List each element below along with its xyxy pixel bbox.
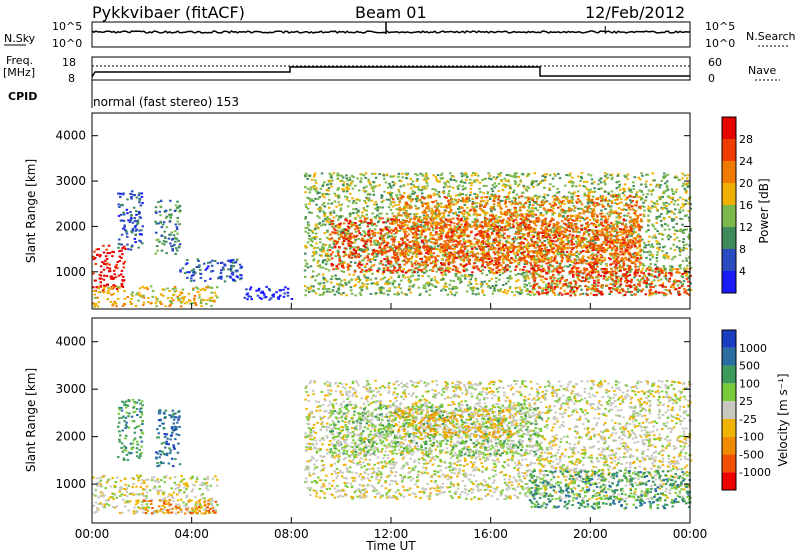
velocity-ytick-2: 3000 bbox=[55, 382, 86, 396]
power-colorbar-swatch bbox=[722, 161, 736, 183]
velocity-colorbar-tick: -1000 bbox=[739, 466, 771, 479]
cpid-label: CPID bbox=[8, 90, 37, 103]
nsearch-label: N.Search bbox=[746, 30, 796, 43]
xtick-5: 20:00 bbox=[573, 527, 608, 541]
power-colorbar-swatch bbox=[722, 227, 736, 249]
beam-label: Beam 01 bbox=[355, 3, 427, 22]
nsky-label: N.Sky bbox=[4, 32, 36, 45]
date-label: 12/Feb/2012 bbox=[585, 3, 685, 22]
power-ytick-0: 1000 bbox=[55, 265, 86, 279]
velocity-colorbar-tick: 25 bbox=[739, 395, 753, 408]
xtick-2: 08:00 bbox=[274, 527, 309, 541]
power-colorbar-swatch bbox=[722, 117, 736, 139]
power-colorbar-tick: 8 bbox=[739, 243, 746, 256]
power-colorbar: 28 24 20 16 12 8 4 bbox=[721, 116, 753, 294]
power-colorbar-swatch bbox=[722, 139, 736, 161]
nsky-trace bbox=[91, 22, 691, 34]
freq-label-line2: [MHz] bbox=[3, 66, 35, 79]
power-colorbar-swatch bbox=[722, 183, 736, 205]
velocity-colorbar-tick: 100 bbox=[739, 377, 760, 390]
velocity-colorbar-swatch bbox=[722, 472, 736, 490]
nsky-right-tick-bottom: 10^0 bbox=[705, 37, 735, 50]
freq-tick-bottom: 8 bbox=[68, 72, 75, 85]
power-colorbar-tick: 20 bbox=[739, 177, 753, 190]
velocity-colorbar-label: Velocity [m s⁻¹] bbox=[776, 373, 790, 466]
nsky-right-tick-top: 10^5 bbox=[705, 20, 735, 33]
power-colorbar-tick: 16 bbox=[739, 199, 753, 212]
nave-tick-bottom: 0 bbox=[708, 72, 715, 85]
xtick-1: 04:00 bbox=[174, 527, 209, 541]
velocity-colorbar: 1000 500 100 25 -25 -100 -500 -1000 bbox=[721, 329, 771, 491]
velocity-colorbar-tick: -25 bbox=[739, 413, 757, 426]
power-ylabel: Slant Range [km] bbox=[24, 159, 38, 263]
velocity-colorbar-swatch bbox=[722, 436, 736, 455]
power-ytick-3: 4000 bbox=[55, 129, 86, 143]
power-ytick-2: 3000 bbox=[55, 174, 86, 188]
velocity-colorbar-swatch bbox=[722, 418, 736, 437]
velocity-colorbar-tick: -100 bbox=[739, 431, 764, 444]
nsky-panel bbox=[91, 21, 691, 48]
velocity-colorbar-swatch bbox=[722, 347, 736, 366]
freq-label-line1: Freq. bbox=[6, 54, 33, 67]
velocity-ytick-1: 2000 bbox=[55, 430, 86, 444]
velocity-colorbar-swatch bbox=[722, 383, 736, 402]
xtick-6: 00:00 bbox=[673, 527, 708, 541]
velocity-ytick-0: 1000 bbox=[55, 477, 86, 491]
xtick-0: 00:00 bbox=[75, 527, 110, 541]
chart-title: Pykkvibaer (fitACF) bbox=[92, 3, 245, 22]
velocity-colorbar-tick: 500 bbox=[739, 360, 760, 373]
velocity-colorbar-tick: 1000 bbox=[739, 342, 767, 355]
nave-label: Nave bbox=[748, 64, 776, 77]
velocity-colorbar-swatch bbox=[722, 330, 736, 348]
power-colorbar-swatch bbox=[722, 249, 736, 271]
power-colorbar-tick: 4 bbox=[739, 265, 746, 278]
power-colorbar-label: Power [dB] bbox=[757, 178, 771, 243]
xaxis-label: Time UT bbox=[365, 539, 416, 553]
power-colorbar-tick: 24 bbox=[739, 155, 753, 168]
velocity-colorbar-swatch bbox=[722, 365, 736, 384]
power-colorbar-swatch bbox=[722, 205, 736, 227]
power-colorbar-tick: 12 bbox=[739, 221, 753, 234]
freq-trace bbox=[91, 66, 690, 78]
power-ytick-1: 2000 bbox=[55, 219, 86, 233]
cpid-text: normal (fast stereo) 153 bbox=[93, 95, 239, 109]
nave-tick-top: 60 bbox=[708, 56, 722, 69]
power-colorbar-tick: 28 bbox=[739, 133, 753, 146]
nsky-tick-bottom: 10^0 bbox=[52, 37, 82, 50]
power-heatmap bbox=[92, 172, 693, 308]
velocity-ylabel: Slant Range [km] bbox=[24, 368, 38, 472]
velocity-heatmap bbox=[92, 379, 693, 515]
velocity-colorbar-swatch bbox=[722, 454, 736, 473]
power-colorbar-swatch bbox=[722, 271, 736, 293]
velocity-colorbar-tick: -500 bbox=[739, 448, 764, 461]
velocity-colorbar-swatch bbox=[722, 401, 736, 419]
nsky-tick-top: 10^5 bbox=[52, 20, 82, 33]
velocity-ytick-3: 4000 bbox=[55, 335, 86, 349]
freq-panel bbox=[91, 56, 691, 81]
xtick-3: 12:00 bbox=[374, 527, 409, 541]
freq-tick-top: 18 bbox=[62, 56, 76, 69]
xtick-4: 16:00 bbox=[473, 527, 508, 541]
